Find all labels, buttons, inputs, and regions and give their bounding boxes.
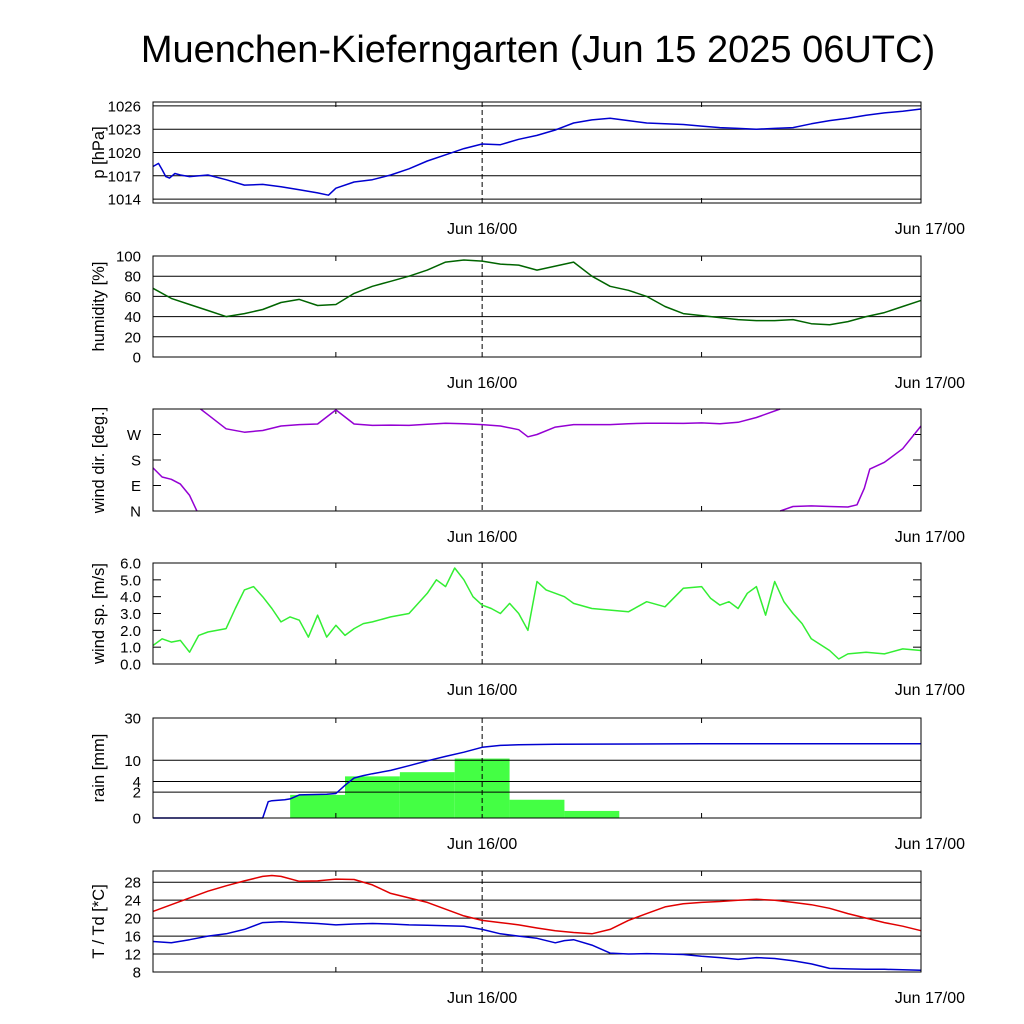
plot-frame xyxy=(152,870,922,973)
ytick-label: 20 xyxy=(124,911,141,928)
series-line-wind_direction-0 xyxy=(152,467,198,512)
ytick-label: 8 xyxy=(133,965,141,982)
xtick-label: Jun 16/00 xyxy=(447,990,517,1007)
ylabel: p [hPa] xyxy=(90,126,108,178)
ytick-label: W xyxy=(127,427,142,444)
chart-title: Muenchen-Kieferngarten (Jun 15 2025 06UT… xyxy=(141,29,935,71)
ylabel: wind dir. [deg.] xyxy=(90,407,108,514)
ytick-label: 80 xyxy=(124,269,141,286)
rain-bar-2 xyxy=(399,772,455,818)
ylabel: rain [mm] xyxy=(90,734,108,803)
series-line-pressure-0 xyxy=(152,108,922,196)
plot-frame xyxy=(152,408,922,512)
ytick-label: 2 xyxy=(133,785,141,802)
xtick-label: Jun 17/00 xyxy=(895,375,965,392)
ytick-label: 24 xyxy=(124,893,141,910)
ytick-label: E xyxy=(131,478,141,495)
rain-bar-5 xyxy=(564,810,620,818)
xtick-label: Jun 16/00 xyxy=(447,836,517,853)
rain-bar-4 xyxy=(509,799,565,818)
rain-bar-1 xyxy=(345,776,400,818)
panel-pressure: 1014 1017 1020 1023 1026 Jun 16/00 Jun 17/00 p … xyxy=(90,98,965,238)
series-line-humidity-0 xyxy=(152,259,922,326)
series-line-wind_direction-2 xyxy=(779,425,922,512)
ylabel: T / Td [*C] xyxy=(90,884,108,959)
ytick-label: 0 xyxy=(133,811,141,828)
xtick-label: Jun 16/00 xyxy=(447,529,517,546)
ytick-label: 1017 xyxy=(108,168,141,185)
plot-frame xyxy=(152,101,922,204)
ytick-label: 0.0 xyxy=(120,657,141,674)
ytick-label: 100 xyxy=(116,249,141,266)
ytick-label: 16 xyxy=(124,929,141,946)
ytick-label: 5.0 xyxy=(120,572,141,589)
ytick-label: 0 xyxy=(133,350,141,367)
panel-humidity: 0 20 40 60 80 100 Jun 16/00 Jun 17/00 humidity [… xyxy=(90,249,965,393)
xtick-label: Jun 17/00 xyxy=(895,682,965,699)
xtick-label: Jun 17/00 xyxy=(895,529,965,546)
ytick-label: 1014 xyxy=(108,192,141,209)
ytick-label: 6.0 xyxy=(120,556,141,573)
ytick-label: 4 xyxy=(133,774,141,791)
plot-frame xyxy=(152,562,922,665)
ytick-label: 28 xyxy=(124,875,141,892)
ylabel: wind sp. [m/s] xyxy=(90,563,108,665)
ytick-label: N xyxy=(130,504,141,521)
xtick-label: Jun 16/00 xyxy=(447,682,517,699)
series-line-wind_direction-1 xyxy=(200,408,781,438)
ytick-label: 4.0 xyxy=(120,589,141,606)
ytick-label: 60 xyxy=(124,289,141,306)
ytick-label: S xyxy=(131,453,141,470)
xtick-label: Jun 16/00 xyxy=(447,375,517,392)
xtick-label: Jun 17/00 xyxy=(895,990,965,1007)
xtick-label: Jun 17/00 xyxy=(895,836,965,853)
series-line-rain_cumulative-0 xyxy=(153,743,921,819)
series-line-temperature-0 xyxy=(152,874,922,935)
xtick-label: Jun 16/00 xyxy=(447,221,517,238)
ytick-label: 2.0 xyxy=(120,623,141,640)
xtick-label: Jun 17/00 xyxy=(895,221,965,238)
ylabel: humidity [%] xyxy=(90,262,108,352)
series-line-wind_speed-0 xyxy=(152,567,922,660)
panel-wind_speed: 0.01.02.03.04.05.06.0 Jun 16/00 Jun 17/00 w… xyxy=(90,556,965,700)
ytick-label: 1026 xyxy=(108,98,141,115)
series-line-dewpoint-1 xyxy=(152,920,922,971)
ytick-label: 1.0 xyxy=(120,640,141,657)
ytick-label: 40 xyxy=(124,309,141,326)
rain-bar-0 xyxy=(290,794,345,818)
ytick-label: 1023 xyxy=(108,122,141,139)
ytick-label: 3.0 xyxy=(120,606,141,623)
ytick-label: 10 xyxy=(124,753,141,770)
plot-frame xyxy=(152,255,922,358)
ytick-label: 20 xyxy=(124,329,141,346)
ytick-label: 12 xyxy=(124,947,141,964)
panel-rain: 0 24 10 30 Jun 16/00 Jun 17/00 rain [mm] xyxy=(90,711,965,854)
ytick-label: 30 xyxy=(124,711,141,728)
ytick-label: 1020 xyxy=(108,145,141,162)
plot-frame xyxy=(152,717,922,819)
